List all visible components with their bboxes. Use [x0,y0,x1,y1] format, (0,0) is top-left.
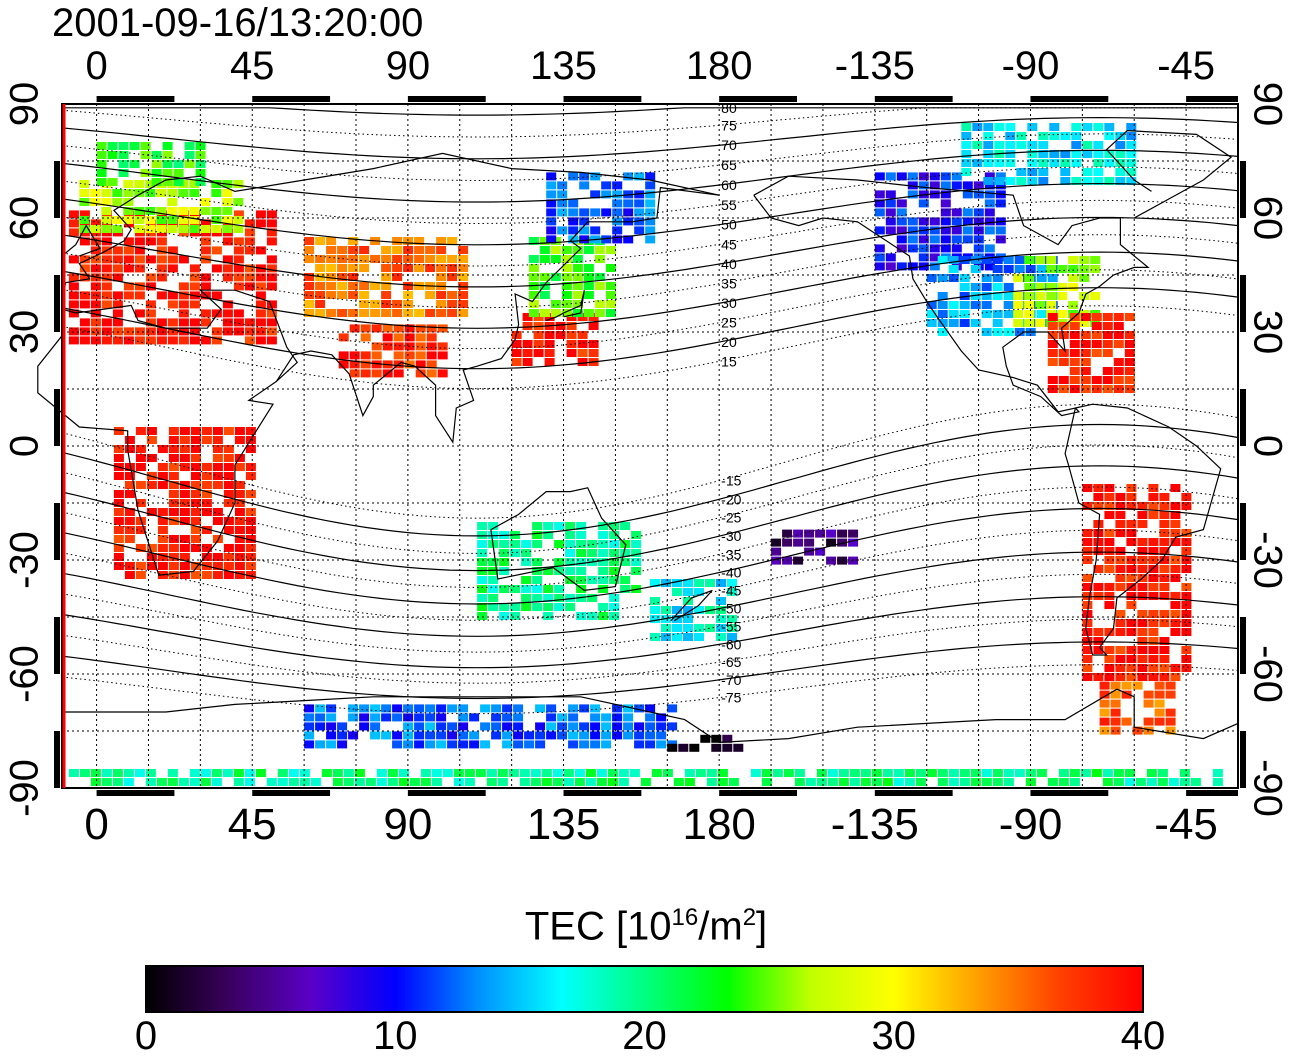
contour-label: 35 [721,276,737,292]
axis-tick-label: 45 [227,800,277,849]
contour-label: 20 [721,334,737,350]
tec-region [667,734,744,752]
tec-region [477,522,642,620]
contour-label: -55 [721,619,741,635]
contour-label: 70 [721,137,737,153]
contour-label: -25 [721,510,741,526]
contour-label: 55 [721,197,737,213]
tec-region [113,427,256,579]
map-frame [54,96,1246,796]
contour-label: -30 [721,528,741,544]
contour-label: 45 [721,236,737,252]
contour-label: 60 [721,177,737,193]
colorbar-tick-label: 40 [1120,1014,1166,1058]
graticule-grid [62,104,1238,788]
contour-label: -75 [721,690,741,706]
colorbar-tick-label: 10 [373,1014,418,1058]
tec-region [304,704,678,749]
contour-label: 40 [721,256,737,272]
contour-label: 25 [721,315,737,331]
axis-tick-label: -135 [834,44,915,88]
axis-tick-label: -135 [830,800,919,849]
colorbar-tick-label: 30 [871,1014,917,1058]
colorbar [145,965,1144,1013]
contour-label: 50 [721,217,737,233]
axis-tick-label: -90 [1001,44,1060,88]
tec-region [650,579,737,641]
axis-tick-label: -90 [998,800,1063,849]
axis-tick-label: 180 [682,800,756,849]
contour-label: -35 [721,546,741,562]
colorbar-tick-label: 0 [134,1014,158,1058]
contour-label: -15 [721,473,741,489]
tec-region [304,237,469,317]
contour-label: 15 [721,353,737,369]
coastlines [37,129,1239,744]
axis-tick-label: 90 [383,800,433,849]
axis-tick-label: -45 [1157,44,1215,88]
axis-tick-label: 0 [84,800,109,849]
tec-region [1099,681,1176,735]
tec-region [546,172,656,244]
contour-label: -70 [721,672,741,688]
contour-label: -50 [721,601,741,617]
axis-tick-label: -45 [1154,800,1218,849]
tec-region [528,237,616,317]
tec-region [511,313,599,366]
tec-region [961,123,1137,185]
contour-label: -20 [721,491,741,507]
contour-label: 65 [721,157,737,173]
contour-label: -60 [721,636,741,652]
axis-tick-label: 45 [229,44,275,88]
axis-tick-label: 135 [530,44,597,88]
tec-region [79,180,244,233]
colorbar-tick-label: 20 [622,1014,667,1058]
axis-tick-label: 180 [685,44,753,88]
contour-label: -40 [721,565,741,581]
contour-label: -45 [721,583,741,599]
tec-region [874,172,1006,271]
axis-tick-label: 135 [526,800,601,849]
tec-region [68,769,1223,786]
contour-label: 75 [721,117,737,133]
colorbar-title: TEC [1016/m2] [524,904,768,949]
contour-label: 30 [721,295,737,311]
contour-label: -65 [721,654,741,670]
axis-tick-label: 0 [85,44,108,88]
tec-region [771,529,859,565]
contour-label: 80 [721,100,737,116]
map-title: 2001-09-16/13:20:00 [52,1,424,45]
axis-tick-label: 90 [385,44,431,88]
